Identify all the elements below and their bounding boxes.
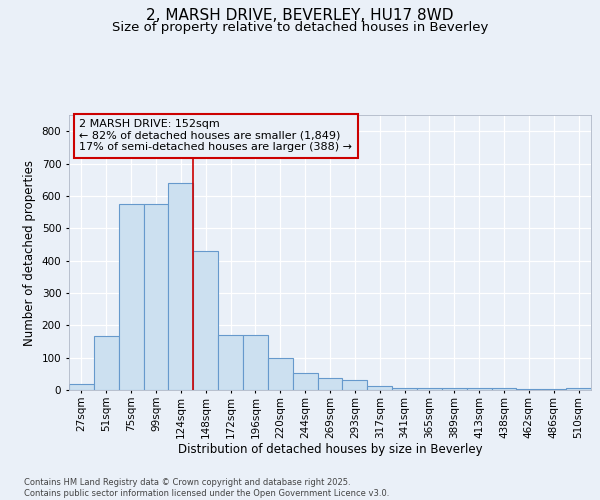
- Bar: [243, 335, 268, 390]
- Bar: [169, 183, 193, 390]
- Bar: [442, 388, 467, 390]
- Bar: [268, 358, 293, 390]
- Bar: [566, 388, 591, 390]
- Bar: [218, 335, 243, 390]
- Bar: [343, 380, 367, 390]
- Text: 2 MARSH DRIVE: 152sqm
← 82% of detached houses are smaller (1,849)
17% of semi-d: 2 MARSH DRIVE: 152sqm ← 82% of detached …: [79, 119, 352, 152]
- Bar: [94, 336, 119, 390]
- Bar: [491, 388, 517, 390]
- X-axis label: Distribution of detached houses by size in Beverley: Distribution of detached houses by size …: [178, 443, 482, 456]
- Bar: [467, 388, 491, 390]
- Bar: [69, 384, 94, 390]
- Bar: [119, 204, 143, 390]
- Text: 2, MARSH DRIVE, BEVERLEY, HU17 8WD: 2, MARSH DRIVE, BEVERLEY, HU17 8WD: [146, 8, 454, 22]
- Bar: [367, 386, 392, 390]
- Bar: [317, 378, 343, 390]
- Bar: [417, 388, 442, 390]
- Y-axis label: Number of detached properties: Number of detached properties: [23, 160, 36, 346]
- Text: Size of property relative to detached houses in Beverley: Size of property relative to detached ho…: [112, 21, 488, 34]
- Bar: [193, 251, 218, 390]
- Bar: [392, 388, 417, 390]
- Text: Contains HM Land Registry data © Crown copyright and database right 2025.
Contai: Contains HM Land Registry data © Crown c…: [24, 478, 389, 498]
- Bar: [143, 204, 169, 390]
- Bar: [293, 373, 317, 390]
